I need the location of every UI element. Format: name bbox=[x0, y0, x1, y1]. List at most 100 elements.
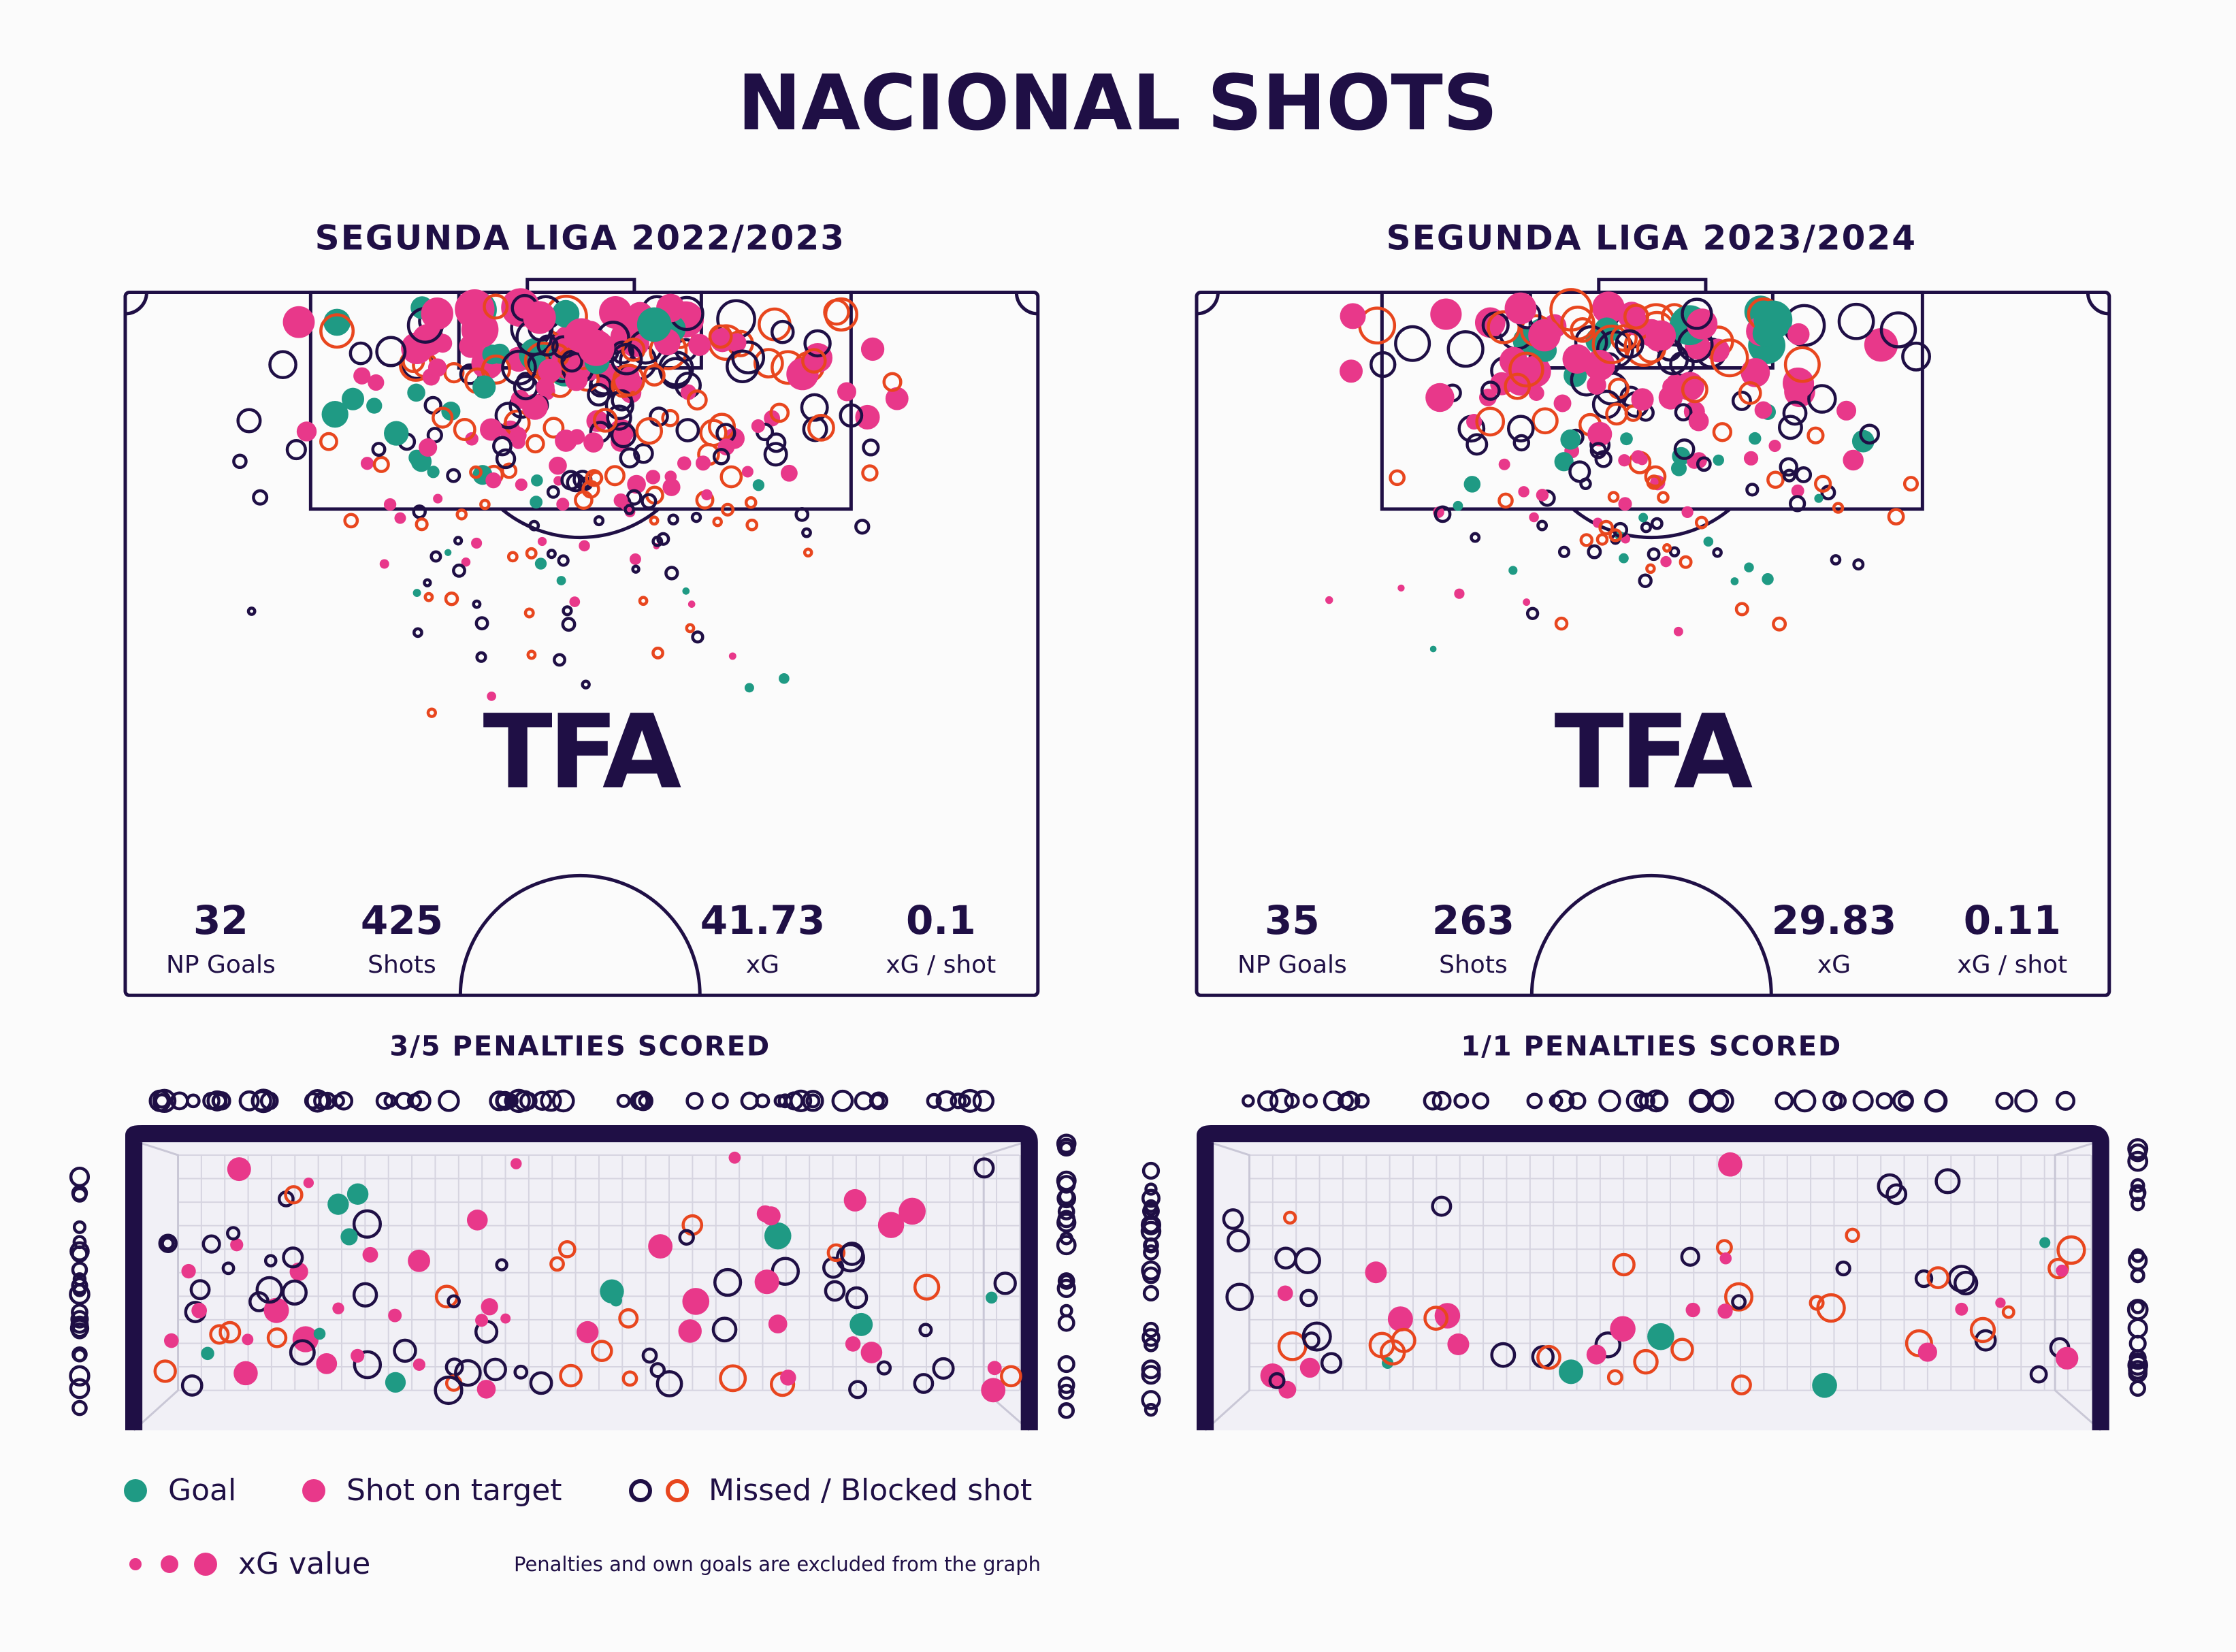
on-target-dot bbox=[687, 600, 696, 608]
on-target-dot bbox=[1536, 489, 1549, 502]
on-target-dot bbox=[296, 421, 317, 442]
missed-ring bbox=[1877, 1173, 1903, 1199]
on-target-dot bbox=[465, 432, 479, 446]
goal-dot bbox=[1560, 429, 1581, 450]
missed-ring bbox=[1508, 351, 1544, 388]
missed-ring bbox=[1795, 466, 1813, 483]
missed-ring bbox=[71, 1261, 88, 1278]
legend-goal bbox=[124, 1479, 147, 1502]
on-target-dot bbox=[1528, 319, 1561, 352]
goal-dot bbox=[1730, 577, 1739, 585]
missed-ring bbox=[1141, 1188, 1161, 1208]
missed-ring bbox=[1337, 1092, 1354, 1110]
missed-ring bbox=[713, 1267, 743, 1297]
goal-dot bbox=[779, 673, 790, 684]
missed-ring bbox=[1141, 1260, 1161, 1281]
missed-ring bbox=[621, 337, 646, 362]
on-target-dot bbox=[981, 1378, 1006, 1403]
missed-ring bbox=[1587, 544, 1602, 560]
on-target-dot bbox=[1587, 421, 1613, 447]
missed-ring bbox=[1679, 555, 1693, 569]
on-target-dot bbox=[786, 357, 819, 391]
on-target-dot bbox=[263, 1297, 289, 1323]
missed-ring bbox=[1143, 1244, 1159, 1261]
missed-ring bbox=[2130, 1197, 2145, 1212]
missed-ring bbox=[331, 1094, 345, 1108]
missed-ring bbox=[319, 432, 338, 451]
goal-dot bbox=[201, 1346, 214, 1361]
on-target-dot bbox=[500, 1313, 511, 1324]
on-target-dot bbox=[353, 367, 371, 385]
goal-mouth bbox=[1597, 278, 1708, 294]
missed-ring bbox=[1783, 346, 1821, 383]
missed-ring bbox=[69, 1241, 90, 1262]
on-target-dot bbox=[1498, 458, 1510, 470]
on-target-dot bbox=[564, 318, 599, 353]
logo: TFA bbox=[483, 693, 681, 811]
missed-ring bbox=[1058, 1383, 1075, 1400]
on-target-dot bbox=[583, 432, 604, 453]
missed-ring bbox=[612, 363, 645, 397]
missed-ring bbox=[712, 447, 730, 466]
missed-ring bbox=[690, 511, 702, 523]
missed-ring bbox=[1557, 545, 1571, 558]
missed-ring bbox=[740, 1091, 759, 1110]
missed-ring bbox=[1914, 1269, 1934, 1289]
on-target-dot bbox=[480, 418, 503, 441]
on-target-dot bbox=[1631, 388, 1654, 411]
missed-ring bbox=[1141, 1328, 1161, 1347]
missed-ring bbox=[590, 1340, 613, 1362]
missed-ring bbox=[1712, 547, 1723, 558]
missed-ring bbox=[1480, 380, 1501, 401]
missed-ring bbox=[618, 1308, 639, 1329]
missed-ring bbox=[353, 1350, 383, 1380]
missed-ring bbox=[861, 464, 879, 482]
missed-ring bbox=[1475, 406, 1506, 437]
missed-ring bbox=[1141, 1390, 1161, 1410]
missed-ring bbox=[255, 1276, 284, 1304]
missed-ring bbox=[1645, 563, 1656, 574]
on-target-dot bbox=[412, 1358, 425, 1371]
missed-ring bbox=[587, 383, 611, 407]
on-target-dot bbox=[521, 393, 549, 420]
missed-ring bbox=[664, 566, 679, 581]
missed-ring bbox=[1057, 1314, 1075, 1332]
missed-ring bbox=[1142, 1216, 1160, 1234]
on-target-dot bbox=[845, 1336, 861, 1352]
missed-ring bbox=[593, 408, 618, 433]
missed-ring bbox=[581, 480, 600, 499]
missed-ring bbox=[513, 1364, 529, 1380]
missed-ring bbox=[1969, 1316, 1996, 1344]
missed-ring bbox=[1598, 519, 1615, 536]
missed-ring bbox=[1320, 1352, 1343, 1374]
legend-xg-dot bbox=[161, 1555, 178, 1573]
on-target-dot bbox=[1636, 453, 1648, 466]
missed-ring bbox=[154, 1092, 170, 1109]
on-target-dot bbox=[316, 1353, 338, 1374]
missed-ring bbox=[2128, 1143, 2148, 1163]
missed-ring bbox=[352, 1209, 383, 1239]
on-target-dot bbox=[181, 1263, 196, 1279]
on-target-dot bbox=[1365, 1261, 1387, 1284]
missed-ring bbox=[1056, 1235, 1077, 1256]
on-target-dot bbox=[1610, 1316, 1636, 1342]
missed-ring bbox=[189, 1279, 211, 1301]
on-target-dot bbox=[682, 1288, 710, 1315]
goal-dot bbox=[346, 1183, 369, 1205]
missed-ring bbox=[1141, 1359, 1161, 1380]
missed-ring bbox=[631, 564, 641, 574]
on-target-dot bbox=[487, 692, 496, 701]
on-target-dot bbox=[728, 1151, 741, 1164]
stat-label: xG / shot bbox=[1957, 951, 2067, 979]
missed-ring bbox=[1644, 465, 1667, 488]
stat-value: 32 bbox=[193, 897, 248, 943]
on-target-dot bbox=[419, 438, 438, 457]
on-target-dot bbox=[1430, 298, 1462, 330]
goal-dot bbox=[849, 1312, 873, 1336]
goal-frame bbox=[1197, 1124, 2109, 1431]
legend: Goal Shot on target Missed / Blocked shot x… bbox=[124, 1473, 1041, 1581]
missed-ring bbox=[221, 1261, 236, 1276]
missed-ring bbox=[661, 408, 680, 427]
on-target-dot bbox=[1523, 598, 1531, 606]
